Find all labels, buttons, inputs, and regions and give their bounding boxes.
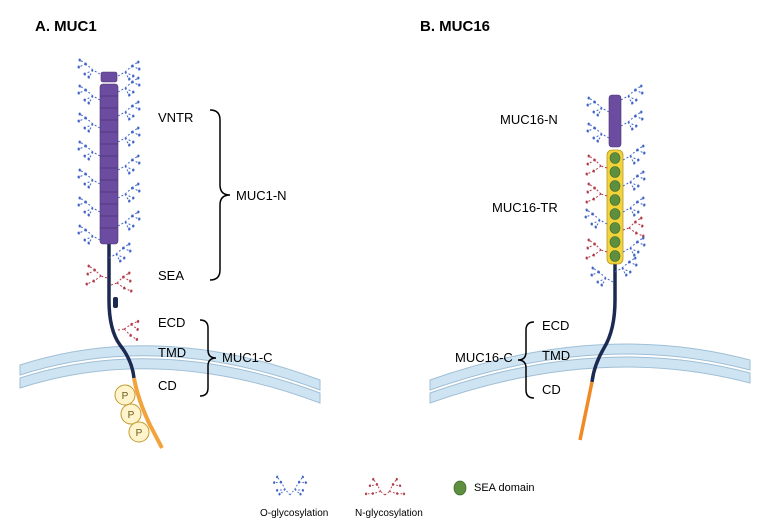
legend-o-glyc: O-glycosylation — [260, 508, 328, 519]
label-muc16-tr: MUC16-TR — [492, 200, 558, 215]
label-cd: CD — [158, 378, 177, 393]
label-muc16-tmd: TMD — [542, 348, 570, 363]
legend-n-glyc: N-glycosylation — [355, 508, 423, 519]
legend-sea: SEA domain — [474, 482, 535, 494]
label-muc16-ecd: ECD — [542, 318, 569, 333]
label-ecd: ECD — [158, 315, 185, 330]
label-sea: SEA — [158, 268, 184, 283]
phospho-label: P — [128, 410, 135, 421]
label-vntr: VNTR — [158, 110, 193, 125]
label-muc16-c: MUC16-C — [455, 350, 513, 365]
label-tmd: TMD — [158, 345, 186, 360]
label-muc16-cd: CD — [542, 382, 561, 397]
panel-b-title: B. MUC16 — [420, 18, 490, 35]
panel-a-title: A. MUC1 — [35, 18, 97, 35]
label-muc1-n: MUC1-N — [236, 188, 287, 203]
phospho-label: P — [136, 428, 143, 439]
label-muc1-c: MUC1-C — [222, 350, 273, 365]
label-muc16-n: MUC16-N — [500, 112, 558, 127]
phospho-label: P — [122, 391, 129, 402]
